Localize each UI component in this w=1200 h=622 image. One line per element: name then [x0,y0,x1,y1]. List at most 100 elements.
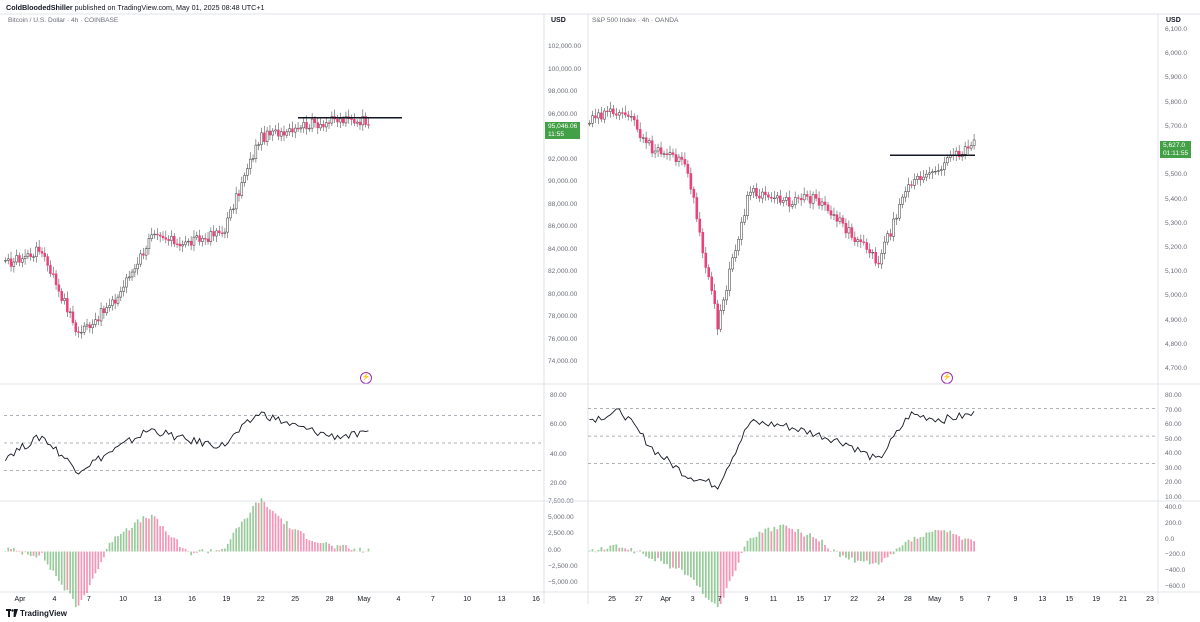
histogram-bar [967,538,970,552]
histogram-bar [46,551,49,565]
candle-body [916,175,919,180]
right-time-tick: 17 [823,596,832,603]
candle-body [954,150,958,156]
histogram-bar [600,547,603,552]
left-symbol-title[interactable]: Bitcoin / U.S. Dollar · 4h · COINBASE [8,17,119,24]
histogram-bar [865,551,868,561]
candle-body [57,284,61,292]
right-symbol-title[interactable]: S&P 500 Index · 4h · OANDA [592,17,679,24]
left-price-tick: 78,000.00 [548,313,578,320]
histogram-bar [350,549,353,552]
histogram-bar [136,519,139,552]
histogram-bar [153,516,156,552]
candle-body [922,176,925,181]
histogram-bar [946,532,949,552]
candle-body [799,198,803,201]
histogram-bar [32,551,35,556]
candle-body [671,152,675,155]
histogram-bar [316,542,319,552]
histogram-bar [60,551,63,585]
histogram-bar [973,541,976,552]
candle-body [588,123,591,125]
candle-body [692,188,696,198]
publisher-name[interactable]: ColdBloodedShiller [6,3,73,12]
candle-body [823,201,827,206]
candle-body [353,119,356,124]
candle-body [931,171,934,174]
right-time-tick: 22 [850,596,858,603]
right-hist-tick: 200.0 [1165,519,1182,527]
left-hist-tick: −2,500.00 [548,562,578,570]
right-currency-label[interactable]: USD [1166,17,1181,24]
right-rsi-tick: 50.00 [1165,435,1182,443]
histogram-bar [692,551,695,580]
histogram-bar [49,551,52,570]
candle-body [313,118,317,123]
histogram-bar [131,527,133,552]
histogram-bar [150,514,153,552]
histogram-bar [836,550,838,552]
candle-body [957,150,961,158]
candle-body [263,132,266,143]
right-time-tick: 28 [903,596,912,603]
histogram-bar [266,507,268,552]
histogram-bar [877,551,880,565]
histogram-bar [347,548,350,552]
left-time-tick: 7 [86,596,91,603]
histogram-bar [606,548,609,552]
candle-body [294,127,297,133]
left-time-tick: 4 [396,596,401,603]
candle-body [234,193,238,210]
histogram-bar [827,548,829,552]
candle-body [12,261,16,267]
candle-body [361,116,365,126]
candle-body [113,299,117,304]
candle-body [644,137,648,144]
candle-body [662,153,666,155]
candle-body [871,251,875,254]
histogram-bar [29,551,32,557]
candle-body [913,179,916,186]
candle-body [856,239,860,242]
histogram-bar [797,528,800,552]
histogram-bar [752,537,755,552]
candle-body [68,311,72,313]
candle-body [181,244,184,247]
histogram-bar [734,551,737,571]
histogram-bar [853,551,856,563]
histogram-bar [958,536,961,552]
candle-body [719,310,722,330]
candle-body [737,239,740,251]
left-rsi-tick: 80.00 [550,392,567,399]
left-price-tick: 86,000.00 [548,223,578,230]
histogram-bar [91,551,94,579]
candle-body [886,233,889,243]
left-price-tick: 90,000.00 [548,178,578,185]
histogram-bar [964,538,967,552]
candle-body [925,173,928,178]
histogram-bar [181,548,184,552]
histogram-bar [591,549,594,552]
candle-body [937,170,940,172]
tradingview-logo[interactable]: TradingView [6,609,67,618]
candle-body [868,249,872,254]
right-time-tick: 21 [1119,596,1127,603]
histogram-bar [710,551,713,603]
candle-body [102,308,106,314]
candle-body [618,112,621,116]
left-currency-label[interactable]: USD [551,17,566,24]
right-price-tick: 5,800.0 [1165,98,1187,106]
candle-body [364,116,367,125]
histogram-bar [663,551,665,564]
candle-body [793,197,797,205]
histogram-bar [883,551,886,559]
histogram-bar [229,539,232,552]
histogram-bar [931,531,934,552]
histogram-bar [609,545,612,552]
histogram-bar [892,551,895,555]
candle-body [350,118,353,120]
histogram-bar [925,532,928,552]
candle-body [279,131,283,137]
histogram-bar [821,539,823,552]
